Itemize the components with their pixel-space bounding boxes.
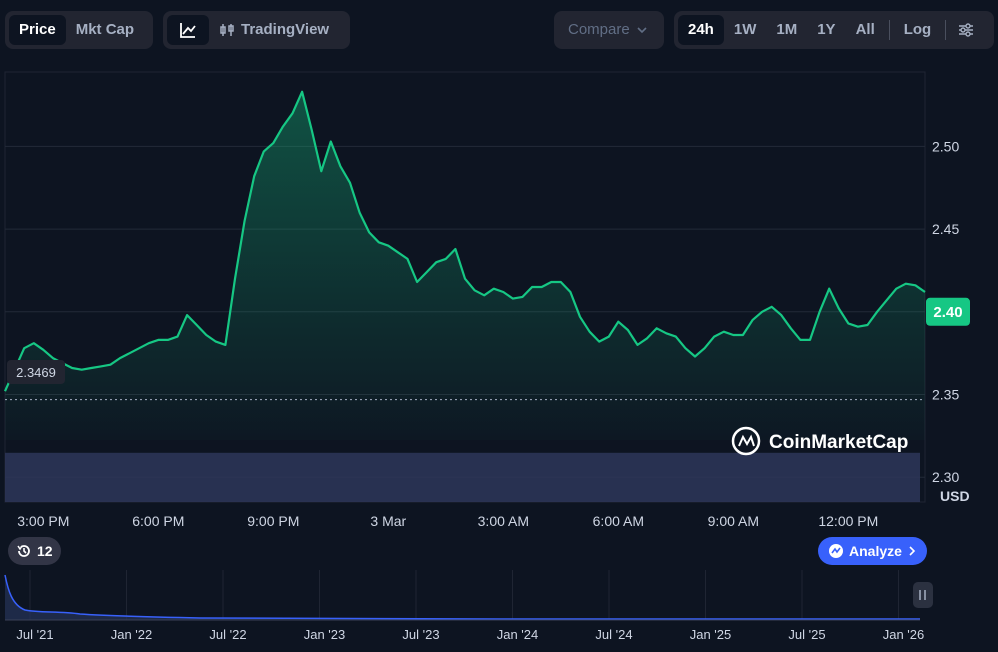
timeline-label: Jan '22	[111, 627, 153, 642]
timeline-label: Jul '22	[209, 627, 246, 642]
range-1y[interactable]: 1Y	[817, 21, 836, 38]
x-tick-label: 3:00 PM	[17, 513, 69, 529]
line-chart-icon	[180, 23, 196, 38]
price-area	[5, 91, 925, 441]
timeline-label: Jan '23	[304, 627, 346, 642]
grip-icon	[919, 590, 926, 600]
range-all[interactable]: All	[855, 21, 875, 38]
y-tick-label: 2.50	[932, 138, 959, 154]
x-tick-label: 9:00 AM	[708, 513, 759, 529]
time-range-group: 24h 1W 1M 1Y All Log	[674, 11, 994, 49]
price-line	[3, 90, 926, 392]
analyze-icon	[829, 544, 843, 558]
y-tick-label: 2.30	[932, 469, 959, 485]
range-1w[interactable]: 1W	[733, 21, 757, 38]
chart-type-toggle: TradingView	[163, 11, 350, 49]
analyze-label: Analyze	[849, 543, 902, 559]
history-count: 12	[37, 543, 53, 559]
reference-price-label: 2.3469	[7, 360, 65, 384]
compare-dropdown[interactable]: Compare	[554, 11, 664, 49]
current-price-label: 2.40	[926, 297, 970, 326]
price-mktcap-toggle: Price Mkt Cap	[5, 11, 153, 49]
timeline-handle[interactable]	[913, 582, 933, 608]
x-tick-label: 6:00 PM	[132, 513, 184, 529]
x-tick-label: 3:00 AM	[478, 513, 529, 529]
timeline-label: Jan '24	[497, 627, 539, 642]
candlestick-icon	[220, 24, 234, 36]
settings-button[interactable]	[950, 15, 982, 45]
tab-price[interactable]: Price	[9, 15, 66, 45]
coinmarketcap-logo-icon	[731, 426, 761, 456]
chevron-down-icon	[637, 27, 647, 34]
x-tick-label: 9:00 PM	[247, 513, 299, 529]
tradingview-button[interactable]: TradingView	[209, 15, 339, 45]
log-scale-button[interactable]: Log	[903, 21, 932, 38]
unit-label: USD	[940, 488, 970, 504]
overview-timeline[interactable]: Jul '21 Jan '22 Jul '22 Jan '23 Jul '23 Jan '…	[4, 570, 933, 642]
overview-area	[5, 575, 920, 620]
range-1m[interactable]: 1M	[776, 21, 798, 38]
compare-button[interactable]: Compare	[558, 15, 658, 45]
watermark-text: CoinMarketCap	[769, 432, 908, 453]
sliders-icon	[959, 23, 974, 37]
x-tick-label: 6:00 AM	[593, 513, 644, 529]
x-tick-label: 3 Mar	[370, 513, 406, 529]
timeline-label: Jan '25	[690, 627, 732, 642]
tab-mkt-cap[interactable]: Mkt Cap	[75, 21, 135, 38]
overview-line	[4, 574, 920, 620]
history-badge[interactable]: 12	[8, 537, 61, 565]
history-clock-icon	[17, 545, 30, 557]
timeline-label: Jul '24	[595, 627, 632, 642]
y-tick-label: 2.45	[932, 221, 959, 237]
timeline-label: Jul '23	[402, 627, 439, 642]
tradingview-label: TradingView	[241, 21, 330, 38]
toolbar-divider	[945, 20, 947, 40]
y-tick-label: 2.35	[932, 387, 959, 403]
x-tick-label: 12:00 PM	[818, 513, 878, 529]
timeline-label: Jul '25	[788, 627, 825, 642]
reference-price-text: 2.3469	[16, 365, 56, 380]
range-24h[interactable]: 24h	[678, 15, 724, 45]
line-chart-button[interactable]	[167, 15, 209, 45]
volume-bars	[5, 452, 920, 502]
coinmarketcap-watermark: CoinMarketCap	[731, 426, 908, 456]
current-price-text: 2.40	[933, 304, 962, 321]
toolbar-divider	[888, 20, 890, 40]
analyze-button[interactable]: Analyze	[818, 537, 927, 565]
timeline-label: Jul '21	[16, 627, 53, 642]
compare-label: Compare	[568, 21, 630, 38]
timeline-label: Jan '26	[883, 627, 925, 642]
chevron-right-icon	[909, 546, 916, 556]
